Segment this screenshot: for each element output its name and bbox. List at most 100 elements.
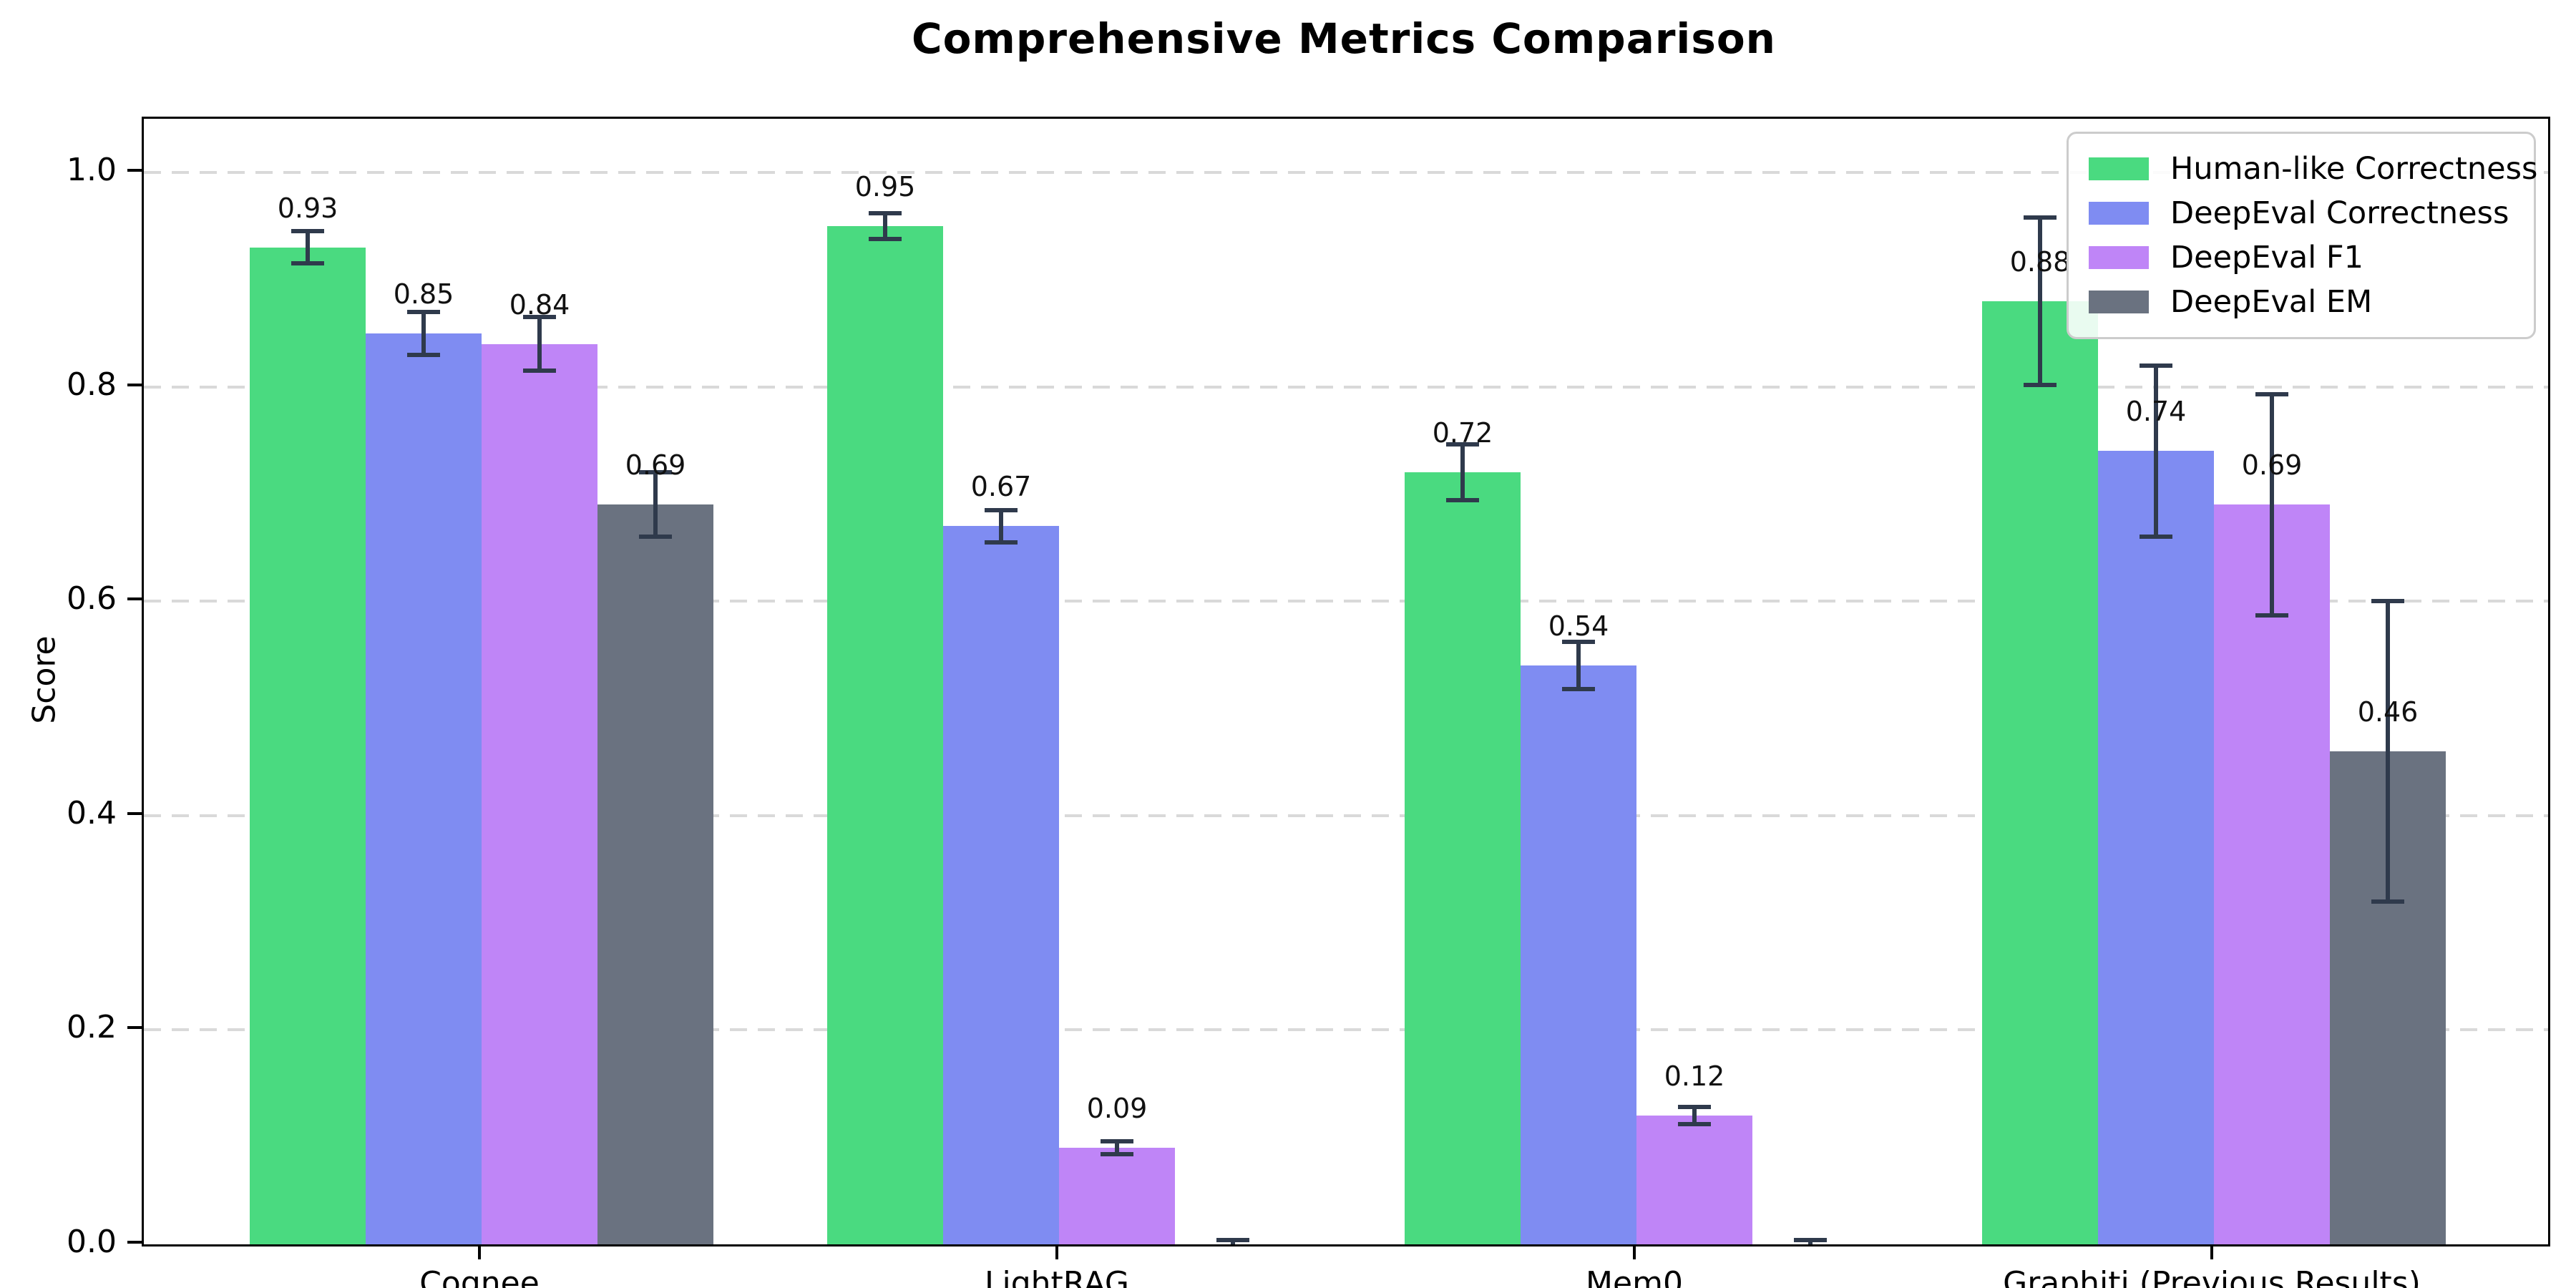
- error-bar: [2038, 217, 2042, 385]
- gridline-0.2: [144, 1028, 2548, 1032]
- y-tick-mark-0.4: [127, 811, 142, 815]
- bar-value-label: 0.88: [2009, 245, 2071, 278]
- legend-item-1: DeepEval Correctness: [2069, 191, 2534, 235]
- error-bar-cap: [2024, 215, 2057, 220]
- error-bar-cap: [523, 369, 556, 374]
- bar-deepeval-correctness-0: [366, 333, 482, 1244]
- error-bar-cap: [291, 229, 324, 234]
- error-bar-cap: [407, 309, 440, 314]
- bar-value-label: 0.69: [625, 449, 686, 482]
- error-bar-cap: [291, 261, 324, 266]
- y-tick-mark-0.2: [127, 1026, 142, 1030]
- y-tick-label-0.4: 0.4: [67, 794, 117, 831]
- chart-title: Comprehensive Metrics Comparison: [912, 14, 1776, 63]
- legend-item-label: DeepEval EM: [2170, 284, 2373, 320]
- x-tick-mark-0: [478, 1246, 481, 1259]
- error-bar: [2386, 601, 2390, 902]
- error-bar-cap: [639, 470, 672, 475]
- bar-value-label: 0.93: [277, 192, 338, 224]
- bar-value-label: 0.85: [393, 278, 454, 310]
- legend-item-0: Human-like Correctness: [2069, 147, 2538, 191]
- error-bar: [306, 231, 310, 264]
- bar-deepeval-f1-1: [1059, 1148, 1175, 1244]
- x-tick-mark-1: [1055, 1246, 1058, 1259]
- y-tick-label-1.0: 1.0: [67, 151, 117, 188]
- legend-item-label: Human-like Correctness: [2170, 151, 2538, 187]
- error-bar: [537, 317, 542, 371]
- x-tick-label-2: Mem0: [1586, 1265, 1683, 1288]
- error-bar: [653, 472, 658, 537]
- bar-deepeval-f1-3: [2214, 504, 2330, 1244]
- y-tick-mark-1.0: [127, 168, 142, 172]
- y-tick-mark-0.0: [127, 1241, 142, 1244]
- bar-human-like-correctness-3: [1982, 301, 2098, 1244]
- error-bar-cap: [869, 236, 902, 241]
- x-tick-mark-2: [1633, 1246, 1636, 1259]
- x-tick-label-3: Graphiti (Previous Results): [2003, 1265, 2421, 1288]
- legend-item-label: DeepEval Correctness: [2170, 195, 2509, 231]
- error-bar-cap: [1794, 1238, 1827, 1242]
- error-bar-cap: [1562, 686, 1595, 691]
- gridline-1.0: [144, 170, 2548, 174]
- bar-value-label: 0.67: [970, 471, 1032, 503]
- legend-item-label: DeepEval F1: [2170, 240, 2363, 275]
- bar-deepeval-em-0: [597, 504, 713, 1244]
- x-tick-label-1: LightRAG: [984, 1265, 1130, 1288]
- x-tick-label-0: Cognee: [419, 1265, 540, 1288]
- bar-value-label: 0.12: [1664, 1060, 1725, 1093]
- error-bar-cap: [985, 507, 1018, 512]
- bar-deepeval-correctness-1: [943, 526, 1059, 1244]
- error-bar-cap: [2255, 613, 2288, 618]
- bar-value-label: 0.84: [509, 288, 570, 321]
- bar-value-label: 0.46: [2357, 696, 2419, 728]
- error-bar-cap: [2255, 392, 2288, 396]
- bar-human-like-correctness-1: [827, 225, 943, 1244]
- legend: Human-like Correctness DeepEval Correctne…: [2067, 132, 2538, 339]
- bar-human-like-correctness-0: [250, 247, 366, 1244]
- error-bar: [2154, 365, 2158, 537]
- legend-swatch-icon: [2089, 157, 2149, 180]
- error-bar: [1460, 444, 1465, 501]
- error-bar-cap: [1101, 1139, 1133, 1144]
- bar-deepeval-f1-2: [1636, 1116, 1752, 1244]
- error-bar: [1231, 1240, 1235, 1244]
- y-tick-label-0.8: 0.8: [67, 366, 117, 403]
- bar-value-label: 0.54: [1548, 610, 1609, 643]
- error-bar-cap: [2140, 535, 2172, 540]
- error-bar-cap: [1562, 640, 1595, 645]
- error-bar: [1576, 642, 1581, 689]
- error-bar-cap: [639, 535, 672, 540]
- error-bar-cap: [1101, 1152, 1133, 1157]
- bar-value-label: 0.95: [854, 170, 916, 203]
- error-bar: [1115, 1141, 1119, 1155]
- bar-value-label: 0.09: [1086, 1093, 1148, 1125]
- error-bar: [2270, 394, 2274, 615]
- error-bar: [999, 509, 1003, 542]
- error-bar-cap: [523, 315, 556, 320]
- error-bar-cap: [1446, 442, 1479, 447]
- x-tick-mark-3: [2210, 1246, 2213, 1259]
- y-tick-label-0.0: 0.0: [67, 1224, 117, 1260]
- error-bar-cap: [1678, 1105, 1711, 1110]
- legend-item-3: DeepEval EM: [2069, 280, 2534, 324]
- bar-value-label: 0.69: [2241, 449, 2303, 482]
- error-bar-cap: [869, 210, 902, 215]
- error-bar-cap: [2024, 382, 2057, 387]
- error-bar-cap: [1216, 1238, 1249, 1242]
- bar-human-like-correctness-2: [1405, 472, 1521, 1244]
- error-bar-cap: [2371, 899, 2404, 904]
- bar-deepeval-f1-0: [482, 343, 597, 1244]
- legend-swatch-icon: [2089, 202, 2149, 225]
- error-bar-cap: [2371, 599, 2404, 604]
- y-tick-mark-0.6: [127, 597, 142, 601]
- error-bar-cap: [1678, 1122, 1711, 1127]
- legend-swatch-icon: [2089, 291, 2149, 313]
- error-bar-cap: [1446, 498, 1479, 503]
- legend-swatch-icon: [2089, 246, 2149, 269]
- gridline-0.4: [144, 814, 2548, 817]
- y-tick-label-0.2: 0.2: [67, 1009, 117, 1046]
- error-bar-cap: [2140, 363, 2172, 368]
- error-bar: [421, 311, 426, 355]
- error-bar: [1808, 1240, 1813, 1244]
